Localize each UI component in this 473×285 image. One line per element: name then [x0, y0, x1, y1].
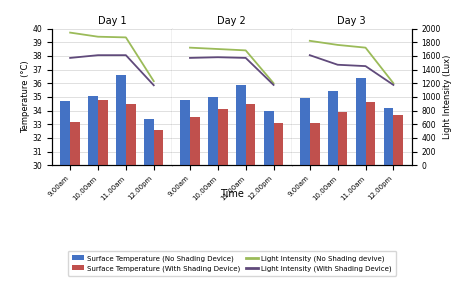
Bar	[88, 95, 98, 165]
Bar	[70, 121, 80, 165]
Bar	[218, 109, 228, 165]
Y-axis label: Temperature (°C): Temperature (°C)	[21, 61, 30, 133]
Bar	[98, 100, 108, 165]
Title: Day 1: Day 1	[97, 16, 126, 26]
Bar	[154, 130, 164, 165]
Bar	[366, 102, 375, 165]
Bar	[180, 100, 190, 165]
Y-axis label: Light Intensity (Lux): Light Intensity (Lux)	[443, 55, 452, 139]
Bar	[264, 111, 273, 165]
Bar	[61, 101, 70, 165]
Bar	[328, 91, 338, 165]
Bar	[126, 104, 136, 165]
Text: Time: Time	[220, 189, 244, 199]
Bar	[144, 119, 154, 165]
Title: Day 2: Day 2	[218, 16, 246, 26]
Bar	[338, 112, 347, 165]
Title: Day 3: Day 3	[337, 16, 366, 26]
Bar	[190, 117, 200, 165]
Bar	[384, 108, 394, 165]
Bar	[245, 104, 255, 165]
Bar	[116, 75, 126, 165]
Bar	[356, 78, 366, 165]
Bar	[236, 85, 245, 165]
Bar	[310, 123, 320, 165]
Bar	[273, 123, 283, 165]
Bar	[394, 115, 403, 165]
Legend: Surface Temperature (No Shading Device), Surface Temperature (With Shading Devic: Surface Temperature (No Shading Device),…	[68, 251, 396, 276]
Bar	[300, 98, 310, 165]
Bar	[208, 97, 218, 165]
